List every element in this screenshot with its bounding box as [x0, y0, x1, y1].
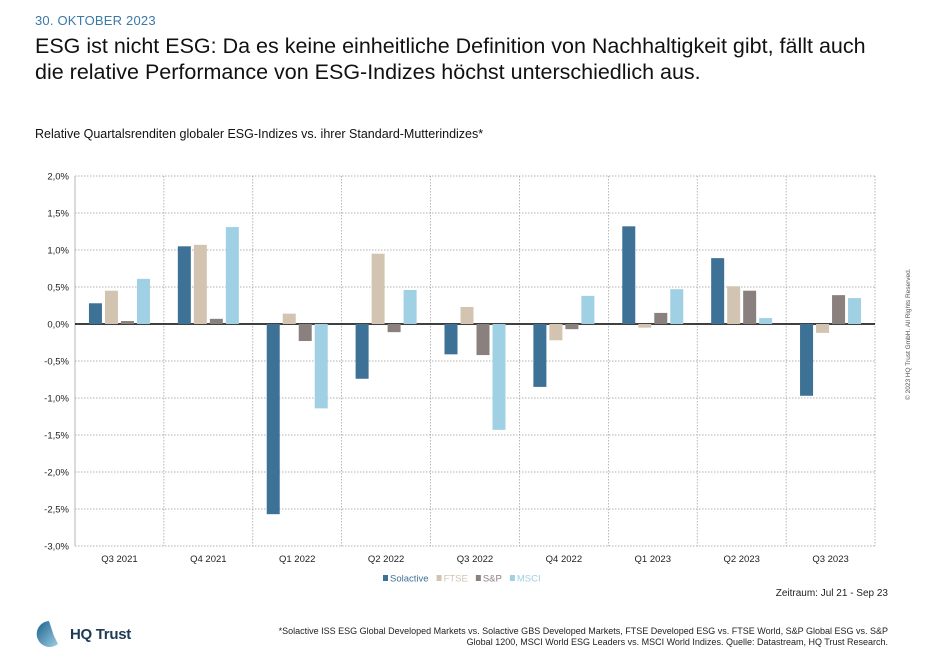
bar-sp	[476, 324, 490, 356]
bar-sp	[832, 295, 846, 324]
bar-sp	[654, 312, 668, 324]
y-tick-label: -2,0%	[44, 468, 69, 479]
bar-solactive	[622, 226, 636, 324]
logo-text: HQ Trust	[70, 625, 131, 643]
logo-icon	[36, 621, 58, 647]
bar-ftse	[193, 244, 207, 324]
bar-ftse	[727, 286, 741, 324]
x-tick-label: Q3 2022	[457, 554, 493, 565]
bar-sp	[743, 290, 757, 324]
x-tick-label: Q3 2021	[101, 554, 137, 565]
bar-ftse	[460, 306, 474, 324]
bar-solactive	[711, 258, 725, 324]
bar-solactive	[266, 324, 280, 515]
x-tick-label: Q2 2023	[723, 554, 759, 565]
y-tick-label: -1,5%	[44, 431, 69, 442]
bar-solactive	[800, 324, 814, 396]
page-title: ESG ist nicht ESG: Da es keine einheitli…	[35, 34, 866, 84]
bar-sp	[209, 318, 223, 324]
bar-solactive	[355, 324, 369, 379]
y-tick-label: 0,0%	[47, 320, 69, 331]
copyright: © 2023 HQ Trust GmbH. All Rights Reserve…	[905, 268, 912, 400]
bar-ftse	[638, 324, 652, 328]
bar-msci	[225, 227, 239, 324]
bar-solactive	[533, 324, 547, 387]
x-tick-label: Q1 2022	[279, 554, 315, 565]
bar-sp	[565, 324, 579, 330]
legend-label: S&P	[483, 574, 502, 585]
footnote: *Solactive ISS ESG Global Developed Mark…	[278, 626, 888, 647]
bar-ftse	[371, 253, 385, 324]
legend-label: FTSE	[444, 574, 468, 585]
y-tick-label: -0,5%	[44, 357, 69, 368]
chart-title: Relative Quartalsrenditen globaler ESG-I…	[35, 127, 484, 141]
bar-sp	[387, 324, 401, 333]
x-tick-label: Q3 2023	[812, 554, 848, 565]
x-tick-label: Q4 2022	[546, 554, 582, 565]
y-tick-label: 0,5%	[47, 283, 69, 294]
y-tick-label: 2,0%	[47, 172, 69, 183]
bar-ftse	[549, 324, 563, 341]
y-tick-label: 1,0%	[47, 246, 69, 257]
report-date: 30. OKTOBER 2023	[35, 13, 156, 28]
bar-solactive	[88, 303, 102, 324]
bar-msci	[314, 324, 328, 409]
bar-ftse	[104, 290, 118, 324]
legend-swatch	[383, 575, 388, 581]
bar-msci	[581, 295, 595, 324]
bar-sp	[120, 321, 134, 324]
legend-swatch	[475, 575, 481, 581]
bar-ftse	[282, 313, 296, 324]
y-tick-label: -2,5%	[44, 505, 69, 516]
time-range: Zeitraum: Jul 21 - Sep 23	[775, 588, 888, 599]
bar-msci	[759, 318, 773, 324]
x-tick-label: Q2 2022	[368, 554, 404, 565]
bar-msci	[403, 289, 417, 324]
bar-chart: 2,0% 1,5% 1,0% 0,5% 0,0% -0,5% -1,0% -1,5% -2,0%…	[44, 172, 876, 585]
y-tick-label: -3,0%	[44, 542, 69, 553]
bar-msci	[492, 324, 506, 430]
bar-solactive	[177, 246, 191, 324]
legend-swatch	[436, 575, 442, 581]
bar-msci	[136, 278, 150, 324]
bar-solactive	[444, 324, 458, 355]
hq-trust-logo: HQ Trust	[34, 619, 131, 649]
x-tick-label: Q1 2023	[635, 554, 671, 565]
bar-sp	[298, 324, 312, 342]
legend-label: Solactive	[390, 574, 429, 585]
bar-msci	[848, 298, 862, 324]
y-tick-label: 1,5%	[47, 209, 69, 220]
y-tick-label: -1,0%	[44, 394, 69, 405]
bar-msci	[670, 289, 684, 324]
x-tick-label: Q4 2021	[190, 554, 226, 565]
bar-ftse	[816, 324, 830, 333]
legend-swatch	[509, 575, 515, 581]
legend-label: MSCI	[517, 574, 541, 585]
